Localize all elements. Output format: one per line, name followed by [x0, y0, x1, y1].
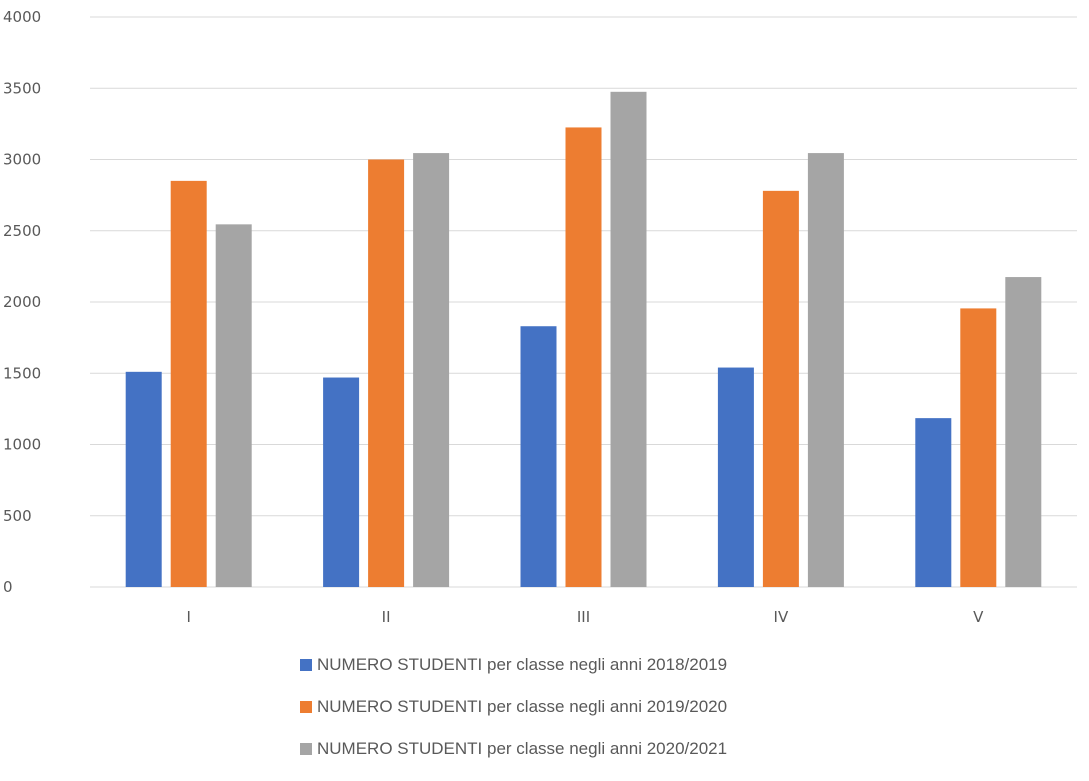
bars	[125, 91, 1042, 587]
bar-III-series-1	[520, 326, 557, 587]
x-category-label: V	[973, 608, 984, 626]
y-tick-label: 2000	[3, 293, 41, 311]
bar-IV-series-2	[762, 190, 799, 587]
y-tick-label: 4000	[3, 8, 41, 26]
y-tick-label: 1500	[3, 364, 41, 382]
x-axis-categories: I II III IV V	[186, 608, 984, 626]
bar-V-series-3	[1005, 277, 1042, 587]
bar-I-series-2	[170, 180, 207, 587]
bar-V-series-1	[915, 418, 952, 587]
legend-label: NUMERO STUDENTI per classe negli anni 20…	[317, 739, 728, 758]
legend-label: NUMERO STUDENTI per classe negli anni 20…	[317, 655, 728, 674]
bar-II-series-2	[368, 159, 405, 587]
bar-IV-series-3	[807, 153, 844, 587]
y-tick-label: 500	[3, 507, 32, 525]
x-category-label: I	[186, 608, 190, 626]
y-tick-label: 0	[3, 578, 13, 596]
legend-item: NUMERO STUDENTI per classe negli anni 20…	[300, 697, 900, 717]
bar-IV-series-1	[717, 367, 754, 587]
y-tick-label: 2500	[3, 222, 41, 240]
legend-item: NUMERO STUDENTI per classe negli anni 20…	[300, 655, 900, 675]
bar-II-series-3	[413, 153, 450, 587]
y-tick-label: 1000	[3, 436, 41, 454]
legend-swatch	[300, 659, 312, 671]
x-category-label: II	[382, 608, 391, 626]
bar-III-series-3	[610, 91, 647, 587]
bar-III-series-2	[565, 127, 602, 587]
bar-V-series-2	[960, 308, 997, 587]
bar-II-series-1	[323, 377, 360, 587]
legend-item: NUMERO STUDENTI per classe negli anni 20…	[300, 739, 900, 759]
y-tick-label: 3500	[3, 79, 41, 97]
legend-swatch	[300, 701, 312, 713]
legend: NUMERO STUDENTI per classe negli anni 20…	[300, 655, 900, 781]
bar-I-series-3	[215, 224, 252, 587]
y-tick-label: 3000	[3, 151, 41, 169]
bar-I-series-1	[125, 371, 162, 587]
x-category-label: III	[577, 608, 590, 626]
legend-label: NUMERO STUDENTI per classe negli anni 20…	[317, 697, 728, 716]
legend-swatch	[300, 743, 312, 755]
x-category-label: IV	[774, 608, 789, 626]
y-axis-ticks: 0 500 1000 1500 2000 2500 3000 3500 4000	[3, 8, 41, 596]
